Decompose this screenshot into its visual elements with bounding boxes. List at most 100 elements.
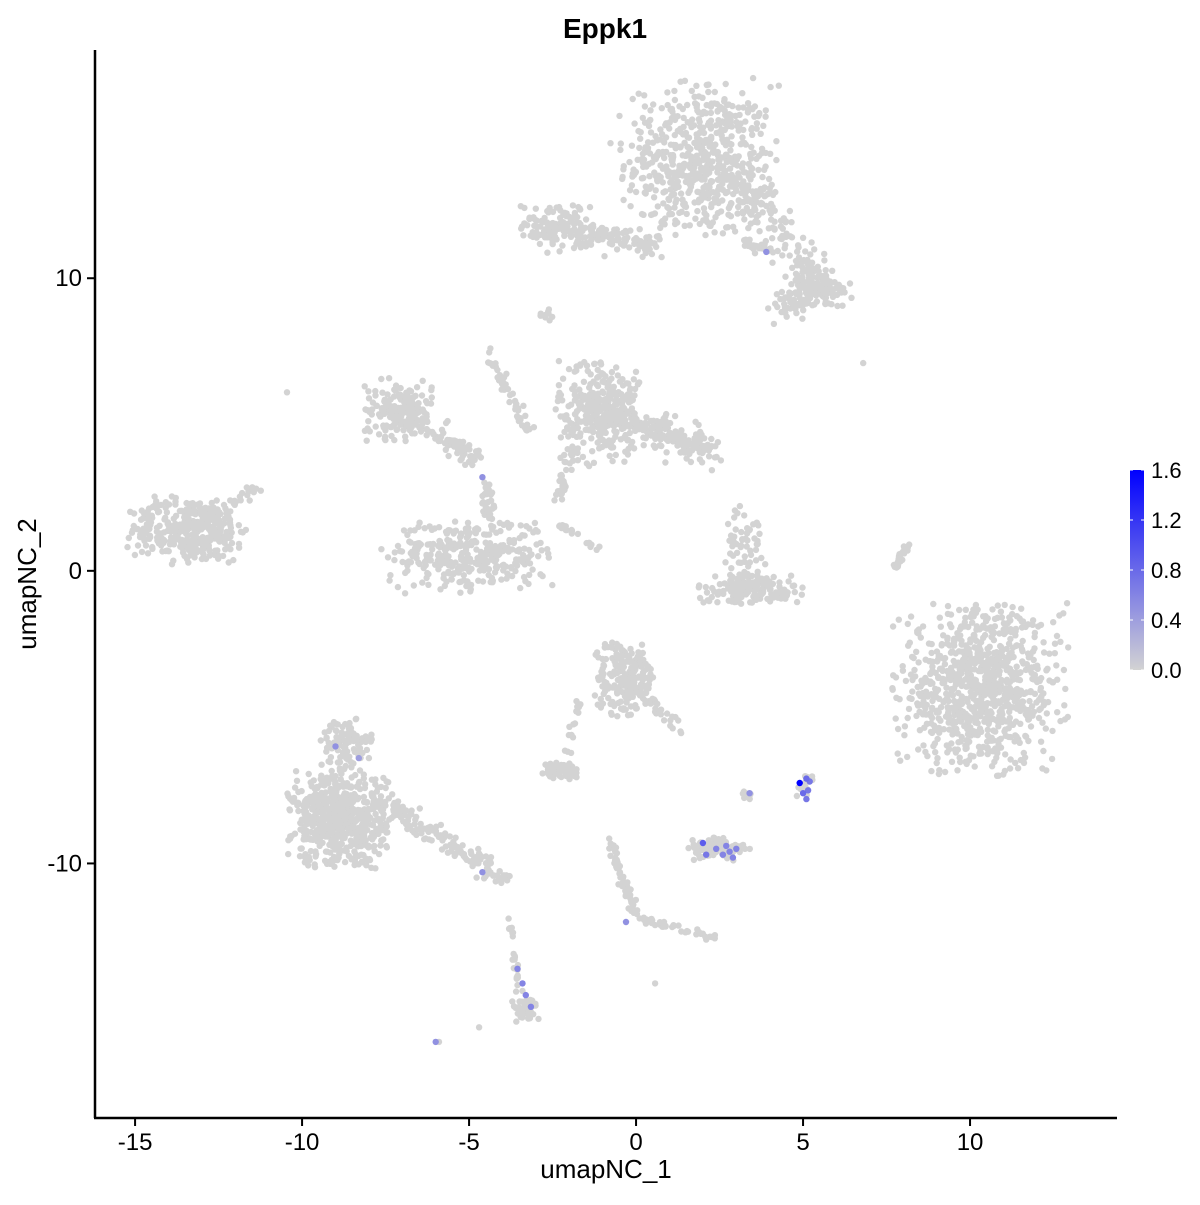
cell-point — [557, 207, 564, 214]
cell-point — [626, 158, 633, 166]
cell-point — [781, 295, 788, 302]
cell-point — [683, 210, 690, 218]
cell-point — [485, 508, 492, 515]
cell-point — [654, 203, 661, 210]
cell-point — [615, 409, 622, 416]
cell-point — [782, 273, 789, 280]
cell-point — [785, 578, 792, 585]
cell-point — [463, 582, 470, 590]
cell-point — [941, 660, 949, 668]
cell-point — [627, 227, 634, 234]
cell-point — [426, 523, 433, 530]
cell-point — [597, 359, 604, 366]
cell-point — [137, 531, 144, 538]
cell-point — [1040, 649, 1048, 656]
cell-point — [538, 547, 545, 554]
cell-point — [956, 698, 963, 705]
cell-point — [747, 551, 755, 559]
cell-point — [952, 677, 959, 684]
cell-point — [665, 196, 673, 204]
cell-point — [630, 376, 637, 383]
cell-point — [703, 212, 710, 219]
cell-point — [841, 289, 848, 296]
cell-point — [529, 233, 536, 240]
cell-point — [197, 521, 204, 529]
cell-point — [1036, 677, 1044, 685]
cell-point — [962, 742, 969, 749]
cell-point — [130, 522, 137, 530]
cell-point — [305, 812, 312, 819]
cell-point — [1049, 679, 1056, 686]
cell-point — [520, 402, 527, 409]
cell-point — [398, 404, 405, 411]
cell-point — [627, 711, 634, 718]
cell-point — [380, 422, 387, 429]
cell-point — [719, 230, 727, 237]
cell-point — [487, 497, 495, 504]
cell-point — [832, 285, 839, 292]
cell-point — [555, 357, 563, 365]
cell-point — [971, 704, 978, 711]
cell-point — [526, 426, 533, 433]
cell-point — [724, 520, 732, 528]
cell-point — [607, 709, 615, 717]
cell-point — [716, 162, 723, 170]
cell-point — [557, 434, 565, 441]
cell-point — [989, 606, 996, 613]
cell-point — [323, 744, 331, 751]
cell-point — [752, 546, 760, 554]
cell-point — [363, 746, 371, 754]
cell-point — [184, 526, 191, 534]
cell-point — [162, 504, 169, 512]
cell-point — [676, 209, 683, 217]
cell-point — [739, 536, 746, 543]
cell-point — [684, 173, 692, 181]
cell-point — [922, 656, 929, 663]
cell-point — [609, 457, 616, 465]
cell-point — [464, 445, 472, 452]
cell-point — [525, 1011, 532, 1018]
cell-point — [547, 760, 554, 767]
cell-point — [486, 349, 493, 356]
cell-point — [711, 229, 718, 236]
cell-point — [613, 429, 620, 437]
cell-point — [407, 539, 414, 546]
cell-point — [321, 729, 328, 736]
cell-point — [331, 807, 338, 814]
cell-point — [834, 302, 841, 310]
cell-point — [645, 160, 653, 168]
cell-point — [427, 557, 434, 564]
cell-point — [482, 565, 490, 572]
cell-point — [964, 664, 971, 671]
cell-point — [131, 551, 139, 559]
cell-point — [525, 580, 532, 588]
cell-point — [605, 381, 612, 388]
cell-point — [458, 448, 465, 455]
cell-point — [670, 169, 677, 177]
cell-point — [508, 572, 516, 580]
cell-point — [747, 210, 754, 217]
cell-point — [721, 126, 728, 134]
cell-point — [566, 228, 573, 235]
cell-point — [990, 649, 998, 657]
cell-point — [757, 130, 764, 137]
cell-point — [731, 533, 738, 540]
cell-point — [355, 861, 362, 868]
cell-point — [928, 649, 935, 657]
cell-point — [1012, 759, 1019, 767]
cell-point — [783, 313, 790, 320]
cell-point — [964, 725, 972, 732]
cell-point — [384, 391, 391, 398]
cell-point — [748, 199, 755, 206]
cell-point — [322, 815, 330, 822]
cell-point — [971, 658, 978, 665]
cell-point — [473, 452, 480, 459]
cell-point — [506, 391, 514, 399]
cell-point — [714, 148, 722, 156]
cell-point — [688, 156, 695, 163]
cell-point — [744, 183, 751, 190]
chart-title: Eppk1 — [563, 13, 647, 44]
cell-point — [513, 1018, 520, 1025]
cell-point — [722, 120, 729, 128]
cell-point — [631, 120, 638, 127]
